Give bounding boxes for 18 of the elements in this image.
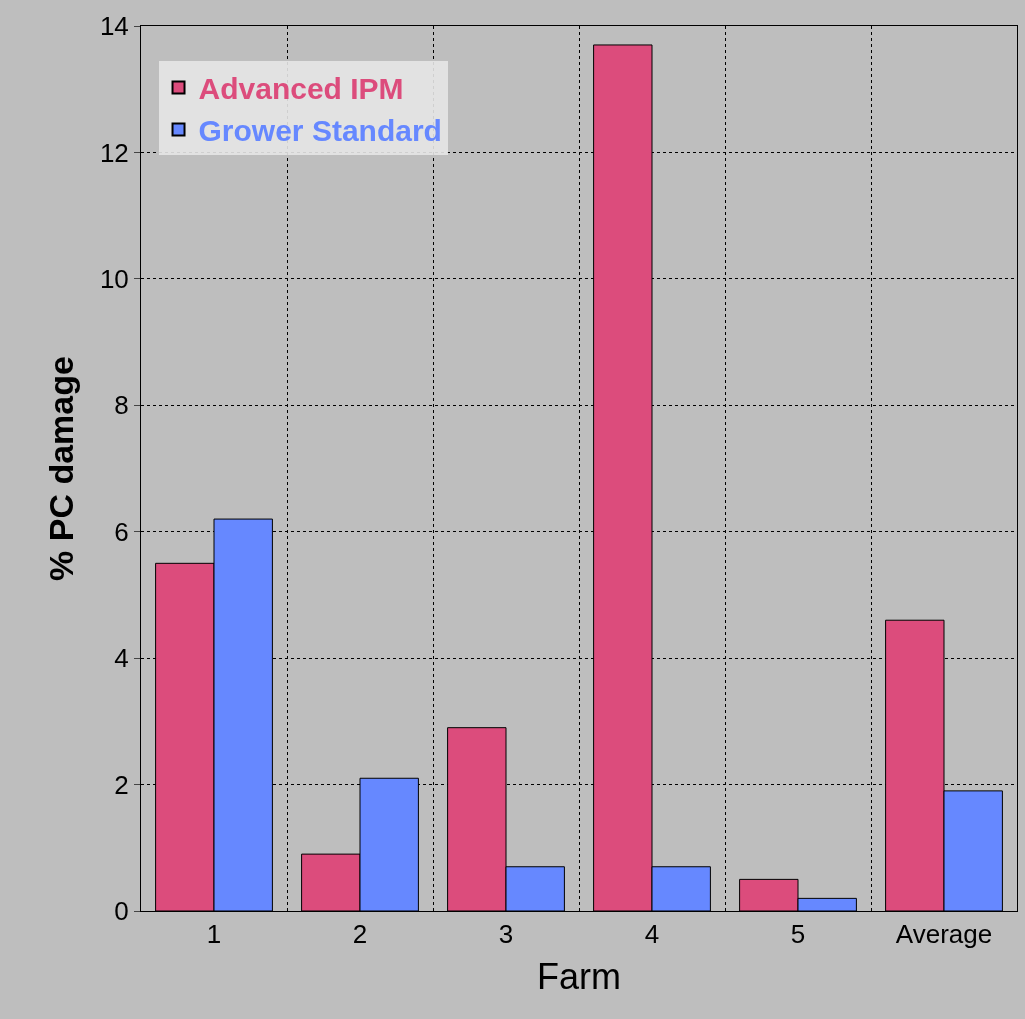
x-tick-label: 5 <box>790 919 806 950</box>
y-tick-label: 8 <box>114 390 129 421</box>
y-tick-label: 0 <box>114 896 129 927</box>
y-tick-label: 12 <box>99 137 129 168</box>
x-axis-title: Farm <box>537 955 621 997</box>
y-tick-label: 2 <box>114 769 129 800</box>
y-axis-title: % PC damage <box>42 356 81 581</box>
x-tick-label: Average <box>895 919 993 950</box>
y-tick-label: 10 <box>99 263 129 294</box>
x-tick-label: 4 <box>644 919 660 950</box>
legend-label: Grower Standard <box>198 114 442 148</box>
x-tick-label: 2 <box>352 919 368 950</box>
x-tick-label: 1 <box>206 919 222 950</box>
y-tick-label: 4 <box>114 643 129 674</box>
y-tick-label: 6 <box>114 516 129 547</box>
x-tick-label: 3 <box>498 919 514 950</box>
y-tick-label: 14 <box>99 11 129 42</box>
legend-label: Advanced IPM <box>198 72 404 106</box>
